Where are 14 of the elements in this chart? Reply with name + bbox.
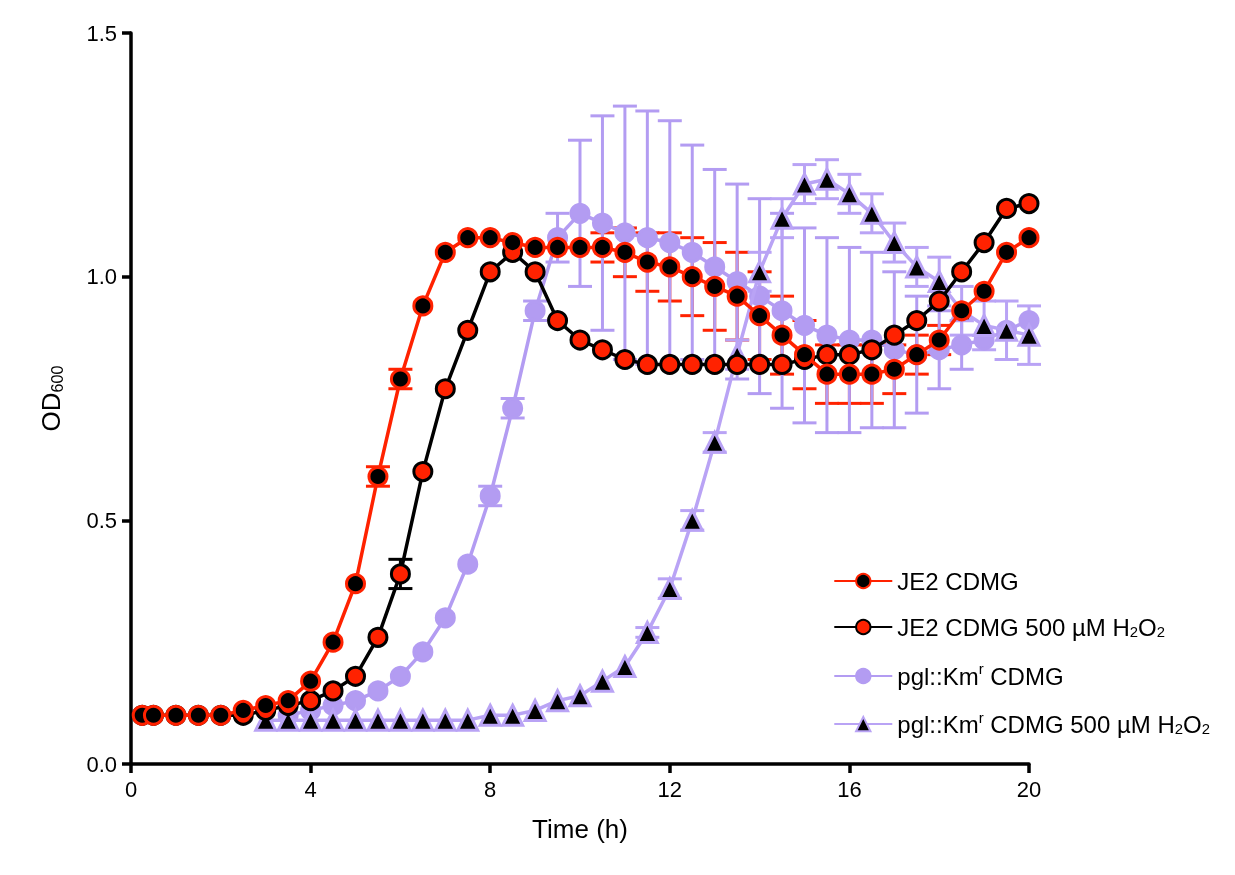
legend-label: JE2 CDMG	[897, 567, 1019, 595]
y-tick-label: 0.5	[86, 507, 117, 533]
y-tick-label: 1.5	[86, 20, 117, 46]
x-tick-label: 12	[657, 776, 683, 802]
y-axis-title: OD600	[36, 365, 67, 432]
x-tick-label: 4	[304, 776, 317, 802]
x-tick-label: 0	[124, 776, 138, 802]
x-axis-title: Time (h)	[532, 814, 628, 844]
x-tick-label: 8	[484, 776, 497, 802]
y-tick-label: 1.0	[86, 264, 117, 290]
x-tick-label: 16	[837, 776, 862, 802]
x-tick-label: 20	[1016, 776, 1042, 802]
y-tick-label: 0.0	[86, 751, 117, 777]
legend-label: JE2 CDMG 500 µM H2O2	[897, 613, 1166, 641]
